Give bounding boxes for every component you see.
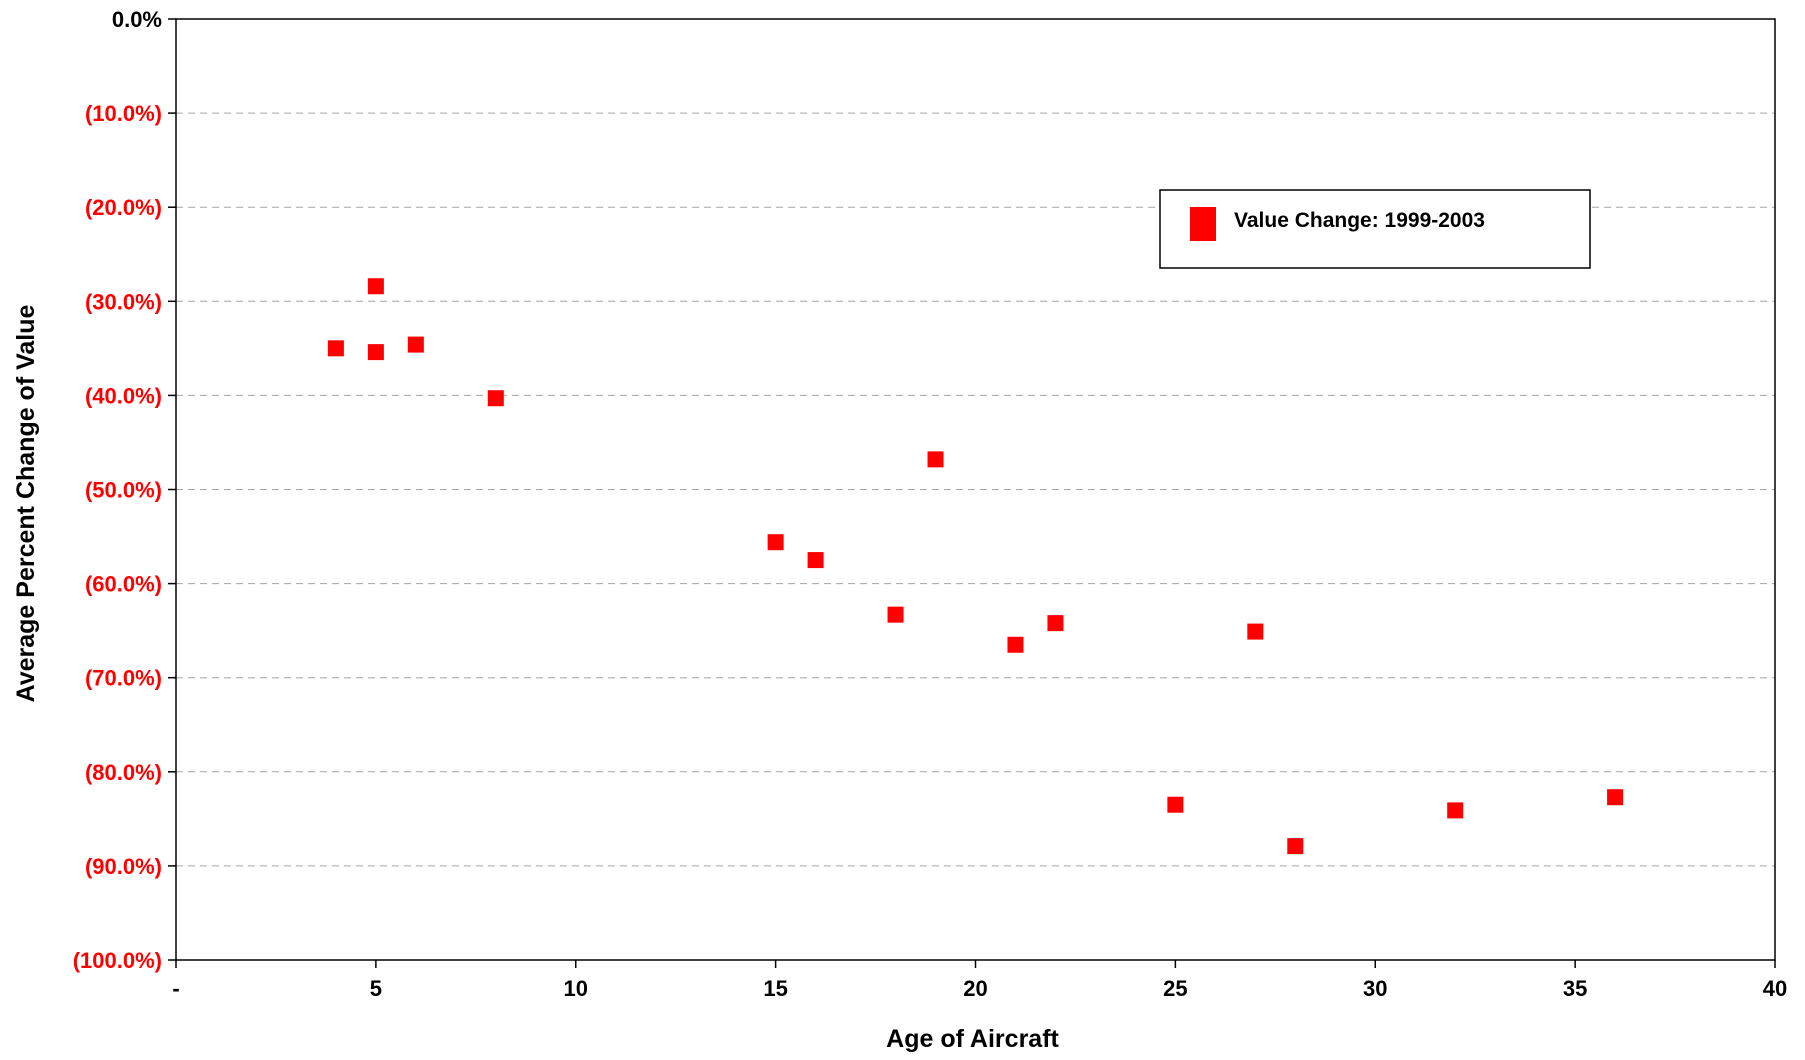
y-tick-label: (50.0%) [85,478,162,503]
data-point [1047,615,1064,632]
data-point [367,278,384,295]
x-tick-label: - [172,976,179,1001]
x-tick-label: 40 [1763,976,1787,1001]
x-axis: - 5 10 15 20 25 30 35 40 [172,960,1787,1001]
x-tick-label: 15 [763,976,787,1001]
data-point [887,606,904,623]
legend-box [1159,189,1591,269]
data-point [407,336,424,353]
y-tick-label: (100.0%) [73,948,162,973]
data-point [487,390,504,407]
y-tick-label: (20.0%) [85,195,162,220]
data-point [1167,796,1184,813]
y-tick-label: (70.0%) [85,666,162,691]
data-point [1607,789,1624,806]
y-tick-label: (10.0%) [85,101,162,126]
data-point [767,534,784,551]
data-point [1447,802,1464,819]
data-point [1247,623,1264,640]
y-axis-title: Average Percent Change of Value [12,304,40,702]
legend-label: Value Change: 1999-2003 [1234,209,1485,232]
data-point [367,344,384,361]
data-points [327,278,1624,855]
y-tick-label: (80.0%) [85,760,162,785]
y-axis: 0.0% (10.0%) (20.0%) (30.0%) (40.0%) (50.0%) (… [73,7,176,973]
data-point [807,552,824,569]
data-point [1007,636,1024,653]
data-point [927,451,944,468]
x-tick-label: 10 [564,976,588,1001]
legend: Value Change: 1999-2003 [1159,189,1591,269]
y-tick-label: (30.0%) [85,289,162,314]
data-point [1287,838,1304,855]
x-tick-label: 20 [963,976,987,1001]
x-tick-label: 5 [370,976,382,1001]
x-tick-label: 30 [1363,976,1387,1001]
x-tick-label: 35 [1563,976,1587,1001]
x-axis-title: Age of Aircraft [886,1025,1059,1053]
y-tick-label: (60.0%) [85,572,162,597]
y-tick-label: (90.0%) [85,854,162,879]
y-tick-label: (40.0%) [85,383,162,408]
data-point [327,340,344,357]
y-tick-label: 0.0% [112,7,162,32]
x-tick-label: 25 [1163,976,1187,1001]
legend-swatch-icon [1190,207,1216,241]
